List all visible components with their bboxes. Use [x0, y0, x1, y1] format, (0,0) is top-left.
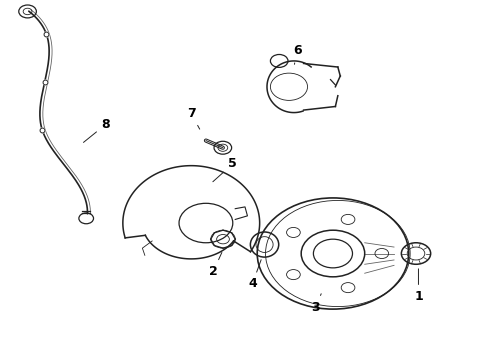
Text: 6: 6 [293, 44, 301, 64]
Text: 8: 8 [83, 118, 110, 143]
Text: 4: 4 [248, 260, 261, 291]
Text: 3: 3 [312, 294, 321, 314]
Text: 2: 2 [209, 252, 222, 278]
Text: 7: 7 [187, 107, 200, 129]
Text: 1: 1 [414, 269, 423, 303]
Text: 5: 5 [213, 157, 237, 182]
